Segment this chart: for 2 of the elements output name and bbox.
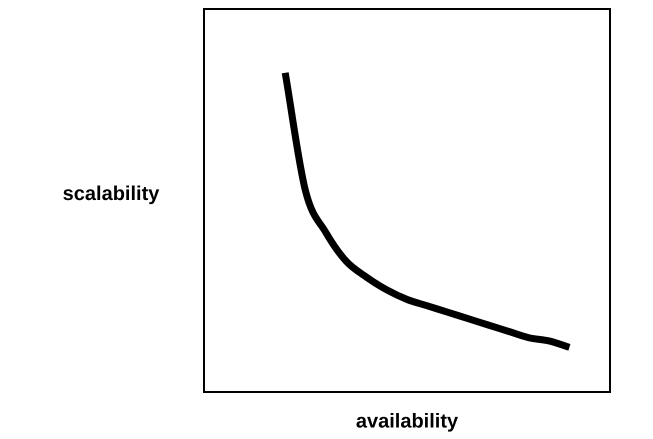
y-axis-title: scalability	[62, 183, 160, 206]
x-axis-title: availability	[356, 410, 460, 433]
